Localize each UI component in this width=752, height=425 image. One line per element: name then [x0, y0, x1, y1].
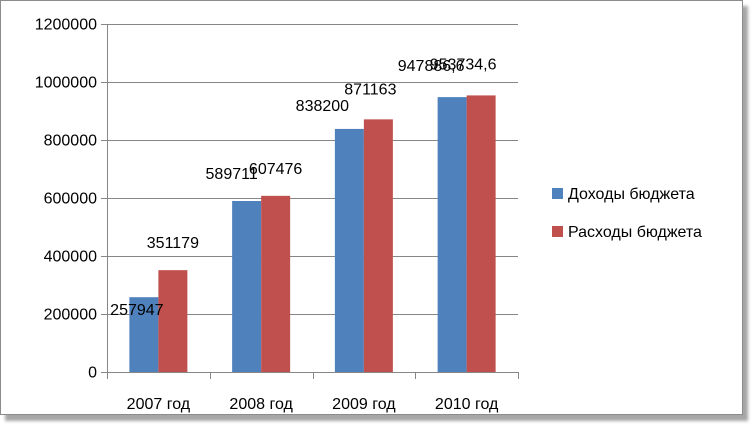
y-tick-label: 1200000	[35, 17, 97, 34]
x-tick-label: 2007 год	[127, 396, 191, 413]
legend-label: Доходы бюджета	[568, 186, 695, 203]
bar	[334, 128, 364, 372]
bar	[466, 95, 496, 373]
y-tick-label: 800000	[44, 133, 97, 150]
bars	[129, 95, 496, 373]
data-label: 257947	[110, 302, 163, 319]
data-label: 947886,6	[398, 58, 465, 75]
y-tick-label: 200000	[44, 307, 97, 324]
bar	[437, 97, 467, 372]
legend-label: Расходы бюджета	[568, 224, 702, 241]
data-label: 871163	[344, 81, 396, 98]
y-tick-label: 1000000	[35, 75, 97, 92]
data-label: 607476	[249, 161, 302, 178]
legend-swatch	[552, 188, 563, 199]
y-tick-labels: 0 200000 400000 600000 800000 1000000 1200000	[35, 17, 97, 382]
axes	[101, 24, 519, 379]
x-tick-label: 2010 год	[435, 396, 499, 413]
x-tick-labels: 2007 год 2008 год 2009 год 2010 год	[127, 396, 499, 413]
bar	[158, 270, 188, 372]
data-label: 351179	[147, 235, 199, 252]
legend: Доходы бюджета Расходы бюджета	[552, 186, 702, 241]
y-tick-label: 400000	[44, 249, 97, 266]
legend-swatch	[552, 226, 563, 237]
data-label: 838200	[296, 98, 349, 115]
data-label: 953734,6	[430, 56, 497, 73]
data-label: 589711	[206, 166, 258, 183]
x-tick-label: 2009 год	[332, 396, 396, 413]
y-tick-label: 600000	[44, 191, 97, 208]
bar	[261, 195, 291, 372]
bar	[363, 119, 393, 372]
bar	[129, 297, 159, 372]
y-tick-label: 0	[88, 365, 97, 382]
x-tick-label: 2008 год	[229, 396, 293, 413]
bar	[232, 200, 262, 372]
